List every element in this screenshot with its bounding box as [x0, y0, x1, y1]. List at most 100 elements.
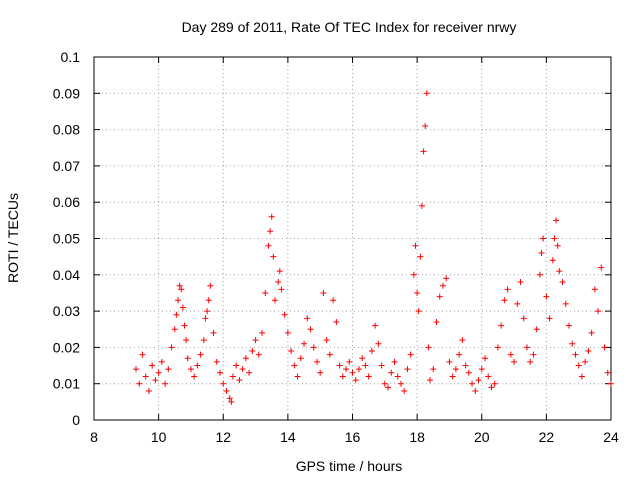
data-point [523, 344, 530, 351]
data-point [178, 286, 185, 293]
data-point [527, 358, 534, 365]
data-point [291, 362, 298, 369]
data-point [546, 315, 553, 322]
data-point [281, 311, 288, 318]
data-point [228, 398, 235, 405]
data-point [536, 271, 543, 278]
data-point [485, 373, 492, 380]
axis-ticks: 8 10 12 14 16 18 20 22 24 0 0.01 0.02 0.03 0.04 0.05 0.… [53, 49, 619, 445]
y-tick-label: 0.02 [53, 339, 80, 355]
data-point [271, 297, 278, 304]
data-point [436, 293, 443, 300]
data-point [582, 358, 589, 365]
x-tick-label: 24 [603, 429, 619, 445]
data-point [217, 369, 224, 376]
data-point [183, 337, 190, 344]
data-point [420, 148, 427, 155]
x-tick-label: 22 [539, 429, 555, 445]
data-point [191, 373, 198, 380]
data-point [562, 300, 569, 307]
data-point [554, 242, 561, 249]
data-point [317, 369, 324, 376]
data-point [465, 369, 472, 376]
data-point [200, 337, 207, 344]
data-point [229, 373, 236, 380]
data-point [155, 369, 162, 376]
data-point [142, 373, 149, 380]
data-point [488, 384, 495, 391]
x-axis-title: GPS time / hours [296, 458, 403, 474]
data-point [585, 348, 592, 355]
data-point [478, 366, 485, 373]
y-tick-label: 0.05 [53, 231, 80, 247]
data-point [333, 318, 340, 325]
data-point [404, 366, 411, 373]
data-points [133, 90, 614, 405]
y-tick-label: 0.06 [53, 194, 80, 210]
data-point [307, 326, 314, 333]
data-point [187, 366, 194, 373]
data-point [378, 362, 385, 369]
data-point [267, 228, 274, 235]
data-point [446, 358, 453, 365]
data-point [276, 268, 283, 275]
data-point [569, 340, 576, 347]
data-point [210, 329, 217, 336]
chart-title: Day 289 of 2011, Rate Of TEC Index for r… [182, 19, 517, 35]
data-point [469, 380, 476, 387]
data-point [549, 257, 556, 264]
data-point [425, 344, 432, 351]
data-point [355, 366, 362, 373]
grid [94, 57, 611, 420]
data-point [481, 355, 488, 362]
data-point [368, 348, 375, 355]
data-point [551, 235, 558, 242]
y-tick-label: 0.09 [53, 85, 80, 101]
data-point [598, 264, 605, 271]
data-point [297, 355, 304, 362]
data-point [410, 271, 417, 278]
data-point [472, 387, 479, 394]
data-point [233, 362, 240, 369]
data-point [242, 355, 249, 362]
data-point [213, 358, 220, 365]
data-point [246, 369, 253, 376]
data-point [375, 340, 382, 347]
data-point [168, 344, 175, 351]
data-point [559, 279, 566, 286]
y-tick-label: 0.03 [53, 303, 80, 319]
data-point [139, 351, 146, 358]
data-point [336, 362, 343, 369]
data-point [517, 279, 524, 286]
data-point [175, 297, 182, 304]
data-point [162, 380, 169, 387]
data-point [414, 289, 421, 296]
data-point [456, 351, 463, 358]
data-point [533, 326, 540, 333]
data-point [494, 344, 501, 351]
data-point [504, 286, 511, 293]
data-point [173, 311, 180, 318]
data-point [385, 384, 392, 391]
data-point [365, 373, 372, 380]
data-point [239, 366, 246, 373]
data-point [133, 366, 140, 373]
data-point [265, 242, 272, 249]
data-point [330, 297, 337, 304]
y-tick-label: 0.04 [53, 267, 80, 283]
data-point [423, 90, 430, 97]
data-point [514, 300, 521, 307]
data-point [259, 329, 266, 336]
data-point [202, 315, 209, 322]
data-point [181, 322, 188, 329]
data-point [578, 373, 585, 380]
data-point [294, 373, 301, 380]
x-tick-label: 18 [409, 429, 425, 445]
data-point [136, 380, 143, 387]
data-point [575, 362, 582, 369]
data-point [540, 235, 547, 242]
data-point [270, 253, 277, 260]
data-point [412, 242, 419, 249]
